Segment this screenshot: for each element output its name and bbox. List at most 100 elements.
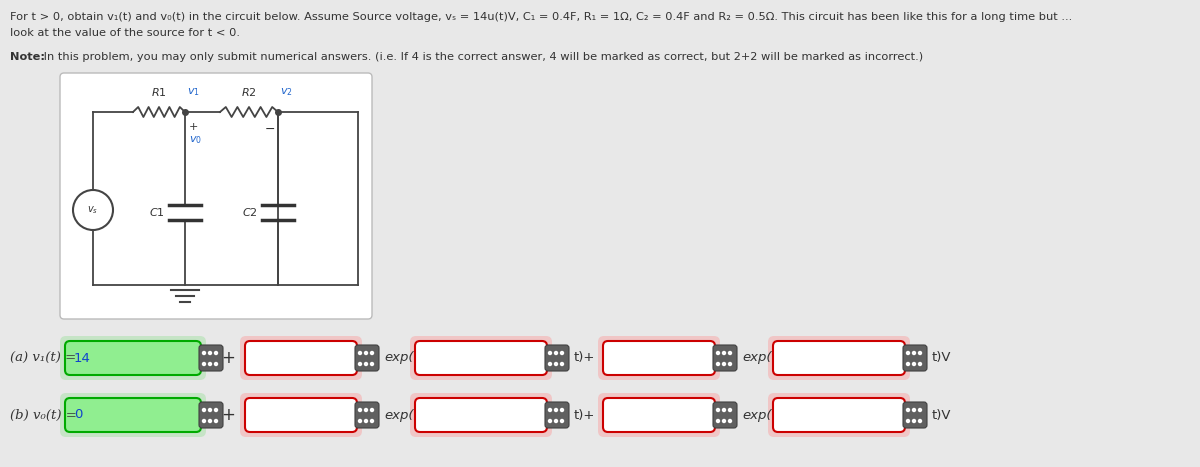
Circle shape xyxy=(722,419,726,423)
Circle shape xyxy=(203,409,205,411)
Circle shape xyxy=(906,419,910,423)
Circle shape xyxy=(728,352,732,354)
Circle shape xyxy=(728,409,732,411)
Text: (a) v₁(t) =: (a) v₁(t) = xyxy=(10,352,80,365)
Circle shape xyxy=(365,352,367,354)
Circle shape xyxy=(215,362,217,366)
Text: exp(: exp( xyxy=(384,409,414,422)
FancyBboxPatch shape xyxy=(410,336,552,380)
Circle shape xyxy=(359,362,361,366)
Circle shape xyxy=(209,352,211,354)
Circle shape xyxy=(722,362,726,366)
Circle shape xyxy=(359,409,361,411)
Text: $v_2$: $v_2$ xyxy=(280,86,293,98)
FancyBboxPatch shape xyxy=(199,345,223,371)
FancyBboxPatch shape xyxy=(773,398,905,432)
FancyBboxPatch shape xyxy=(768,336,910,380)
FancyBboxPatch shape xyxy=(415,398,547,432)
FancyBboxPatch shape xyxy=(65,398,202,432)
Text: +: + xyxy=(221,406,235,424)
Circle shape xyxy=(912,409,916,411)
FancyBboxPatch shape xyxy=(598,393,720,437)
Text: $-$: $-$ xyxy=(264,122,275,135)
Text: $v_0$: $v_0$ xyxy=(190,134,202,146)
Circle shape xyxy=(716,352,720,354)
Text: For t > 0, obtain v₁(t) and v₀(t) in the circuit below. Assume Source voltage, v: For t > 0, obtain v₁(t) and v₀(t) in the… xyxy=(10,12,1073,22)
Circle shape xyxy=(365,409,367,411)
FancyBboxPatch shape xyxy=(60,336,206,380)
FancyBboxPatch shape xyxy=(545,345,569,371)
Circle shape xyxy=(554,419,558,423)
Text: (b) v₀(t) =: (b) v₀(t) = xyxy=(10,409,82,422)
Circle shape xyxy=(722,352,726,354)
Circle shape xyxy=(203,352,205,354)
FancyBboxPatch shape xyxy=(545,402,569,428)
FancyBboxPatch shape xyxy=(245,341,358,375)
Text: t)V: t)V xyxy=(932,409,952,422)
Circle shape xyxy=(203,419,205,423)
Circle shape xyxy=(560,362,564,366)
FancyBboxPatch shape xyxy=(604,398,715,432)
FancyBboxPatch shape xyxy=(60,393,206,437)
Circle shape xyxy=(906,409,910,411)
Circle shape xyxy=(73,190,113,230)
FancyBboxPatch shape xyxy=(904,402,928,428)
Circle shape xyxy=(215,419,217,423)
FancyBboxPatch shape xyxy=(713,402,737,428)
Text: t)+: t)+ xyxy=(574,352,595,365)
Circle shape xyxy=(554,409,558,411)
Circle shape xyxy=(912,352,916,354)
FancyBboxPatch shape xyxy=(410,393,552,437)
Text: $R1$: $R1$ xyxy=(151,86,167,98)
FancyBboxPatch shape xyxy=(904,345,928,371)
FancyBboxPatch shape xyxy=(355,402,379,428)
Circle shape xyxy=(215,409,217,411)
Circle shape xyxy=(554,362,558,366)
Circle shape xyxy=(209,409,211,411)
Circle shape xyxy=(918,419,922,423)
Text: Note:: Note: xyxy=(10,52,46,62)
FancyBboxPatch shape xyxy=(199,402,223,428)
Circle shape xyxy=(371,419,373,423)
Circle shape xyxy=(912,419,916,423)
Text: exp(: exp( xyxy=(384,352,414,365)
Circle shape xyxy=(716,362,720,366)
FancyBboxPatch shape xyxy=(240,336,362,380)
Circle shape xyxy=(906,352,910,354)
Circle shape xyxy=(371,362,373,366)
Text: t)V: t)V xyxy=(932,352,952,365)
Circle shape xyxy=(722,409,726,411)
FancyBboxPatch shape xyxy=(355,345,379,371)
FancyBboxPatch shape xyxy=(60,73,372,319)
Circle shape xyxy=(359,352,361,354)
FancyBboxPatch shape xyxy=(713,345,737,371)
Circle shape xyxy=(918,362,922,366)
Circle shape xyxy=(716,409,720,411)
Text: exp(: exp( xyxy=(742,409,772,422)
Text: $C2$: $C2$ xyxy=(242,206,258,219)
FancyBboxPatch shape xyxy=(240,393,362,437)
Circle shape xyxy=(560,419,564,423)
FancyBboxPatch shape xyxy=(245,398,358,432)
Text: look at the value of the source for t < 0.: look at the value of the source for t < … xyxy=(10,28,240,38)
Circle shape xyxy=(209,362,211,366)
Circle shape xyxy=(560,352,564,354)
Circle shape xyxy=(560,409,564,411)
Circle shape xyxy=(912,362,916,366)
FancyBboxPatch shape xyxy=(773,341,905,375)
Circle shape xyxy=(359,419,361,423)
FancyBboxPatch shape xyxy=(604,341,715,375)
Text: 14: 14 xyxy=(74,352,91,365)
FancyBboxPatch shape xyxy=(65,341,202,375)
Circle shape xyxy=(906,362,910,366)
FancyBboxPatch shape xyxy=(598,336,720,380)
Text: $R2$: $R2$ xyxy=(241,86,257,98)
FancyBboxPatch shape xyxy=(768,393,910,437)
Circle shape xyxy=(371,409,373,411)
Circle shape xyxy=(716,419,720,423)
Circle shape xyxy=(548,352,552,354)
Circle shape xyxy=(215,352,217,354)
Circle shape xyxy=(548,419,552,423)
Text: +: + xyxy=(190,122,198,132)
Text: In this problem, you may only submit numerical answers. (i.e. If 4 is the correc: In this problem, you may only submit num… xyxy=(40,52,923,62)
